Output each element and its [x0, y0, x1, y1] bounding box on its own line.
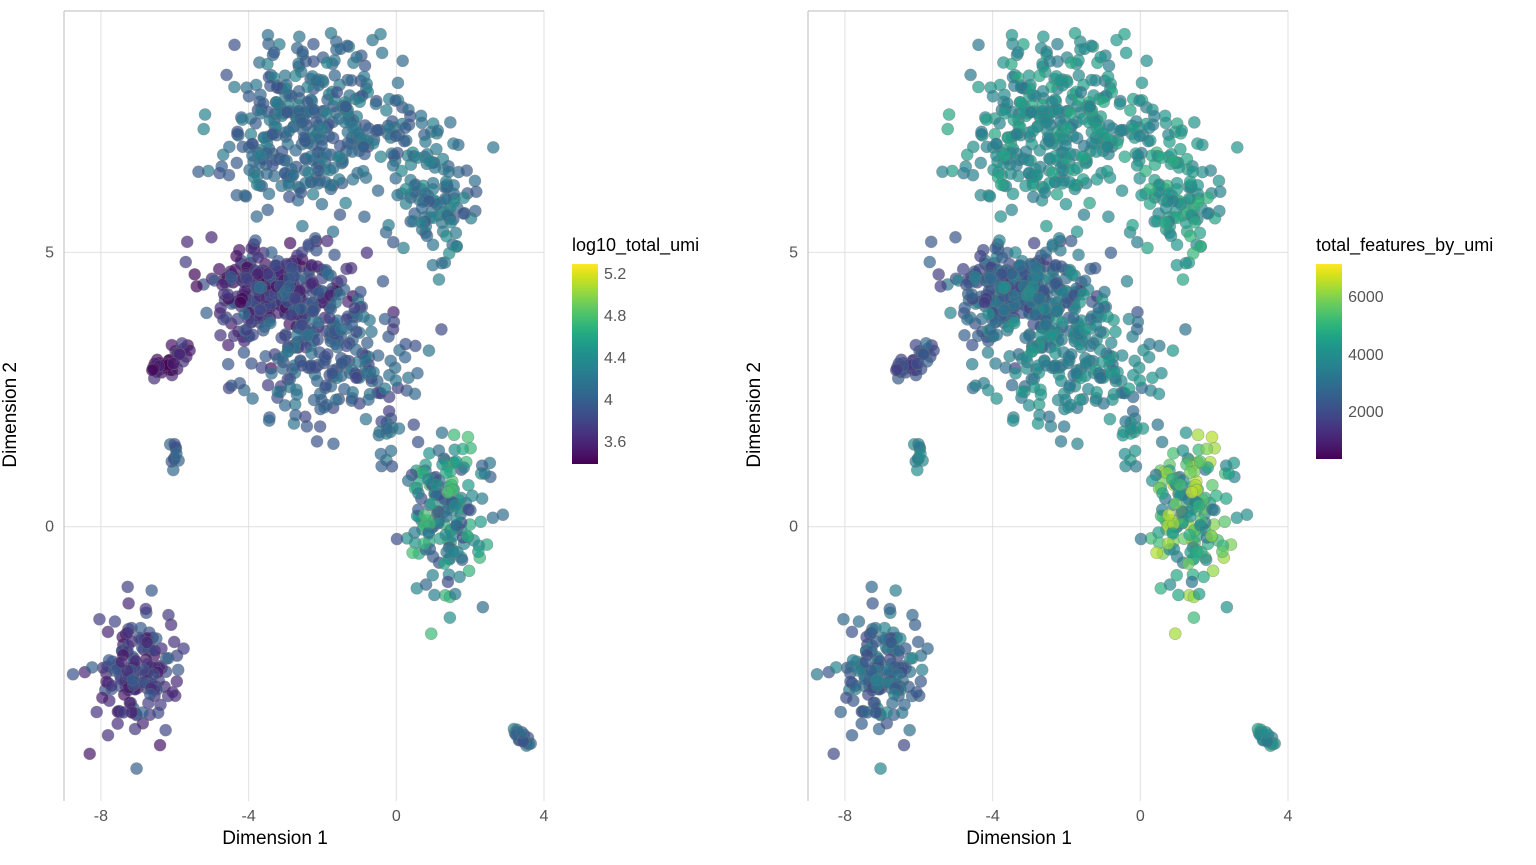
svg-text:0: 0: [1136, 808, 1145, 825]
x-axis-label: Dimension 1: [222, 828, 328, 850]
panel-right: Dimension 2 -8 -4 0 4 0 5 Dimension 1 total_f…: [744, 5, 1493, 850]
legend-title: log10_total_umi: [572, 235, 699, 256]
legend-title: total_features_by_umi: [1316, 235, 1493, 256]
y-axis-label: Dimension 2: [0, 362, 22, 468]
svg-text:-8: -8: [838, 808, 852, 825]
panel-left: Dimension 2 -8 -4 0 4 0 5 Dimension 1 log10_t…: [0, 5, 699, 850]
scatter-figure: Dimension 2 -8 -4 0 4 0 5 Dimension 1 log10_t…: [0, 5, 1536, 850]
colorbar-legend-right: total_features_by_umi 6000 4000 2000: [1316, 5, 1493, 459]
scatter-plot-left: -8 -4 0 4 0 5: [26, 5, 550, 825]
svg-text:4: 4: [540, 808, 549, 825]
colorbar-right: [1316, 264, 1342, 459]
svg-text:-4: -4: [241, 808, 255, 825]
legend-tick: 4000: [1348, 348, 1384, 364]
legend-tick: 4.8: [604, 309, 626, 325]
legend-tick: 6000: [1348, 290, 1384, 306]
legend-tick: 5.2: [604, 267, 626, 283]
svg-text:0: 0: [45, 519, 54, 536]
svg-text:4: 4: [1284, 808, 1293, 825]
colorbar-left: [572, 264, 598, 464]
x-axis-label: Dimension 1: [966, 828, 1072, 850]
svg-text:5: 5: [45, 244, 54, 261]
svg-text:0: 0: [789, 519, 798, 536]
svg-text:-8: -8: [94, 808, 108, 825]
scatter-plot-right: -8 -4 0 4 0 5: [770, 5, 1294, 825]
legend-tick: 4: [604, 393, 613, 409]
colorbar-legend-left: log10_total_umi 5.2 4.8 4.4 4 3.6: [572, 5, 699, 464]
legend-tick: 4.4: [604, 351, 626, 367]
y-axis-label: Dimension 2: [744, 362, 766, 468]
legend-tick: 2000: [1348, 405, 1384, 421]
svg-text:-4: -4: [986, 808, 1000, 825]
svg-text:0: 0: [392, 808, 401, 825]
svg-text:5: 5: [789, 244, 798, 261]
legend-tick: 3.6: [604, 435, 626, 451]
